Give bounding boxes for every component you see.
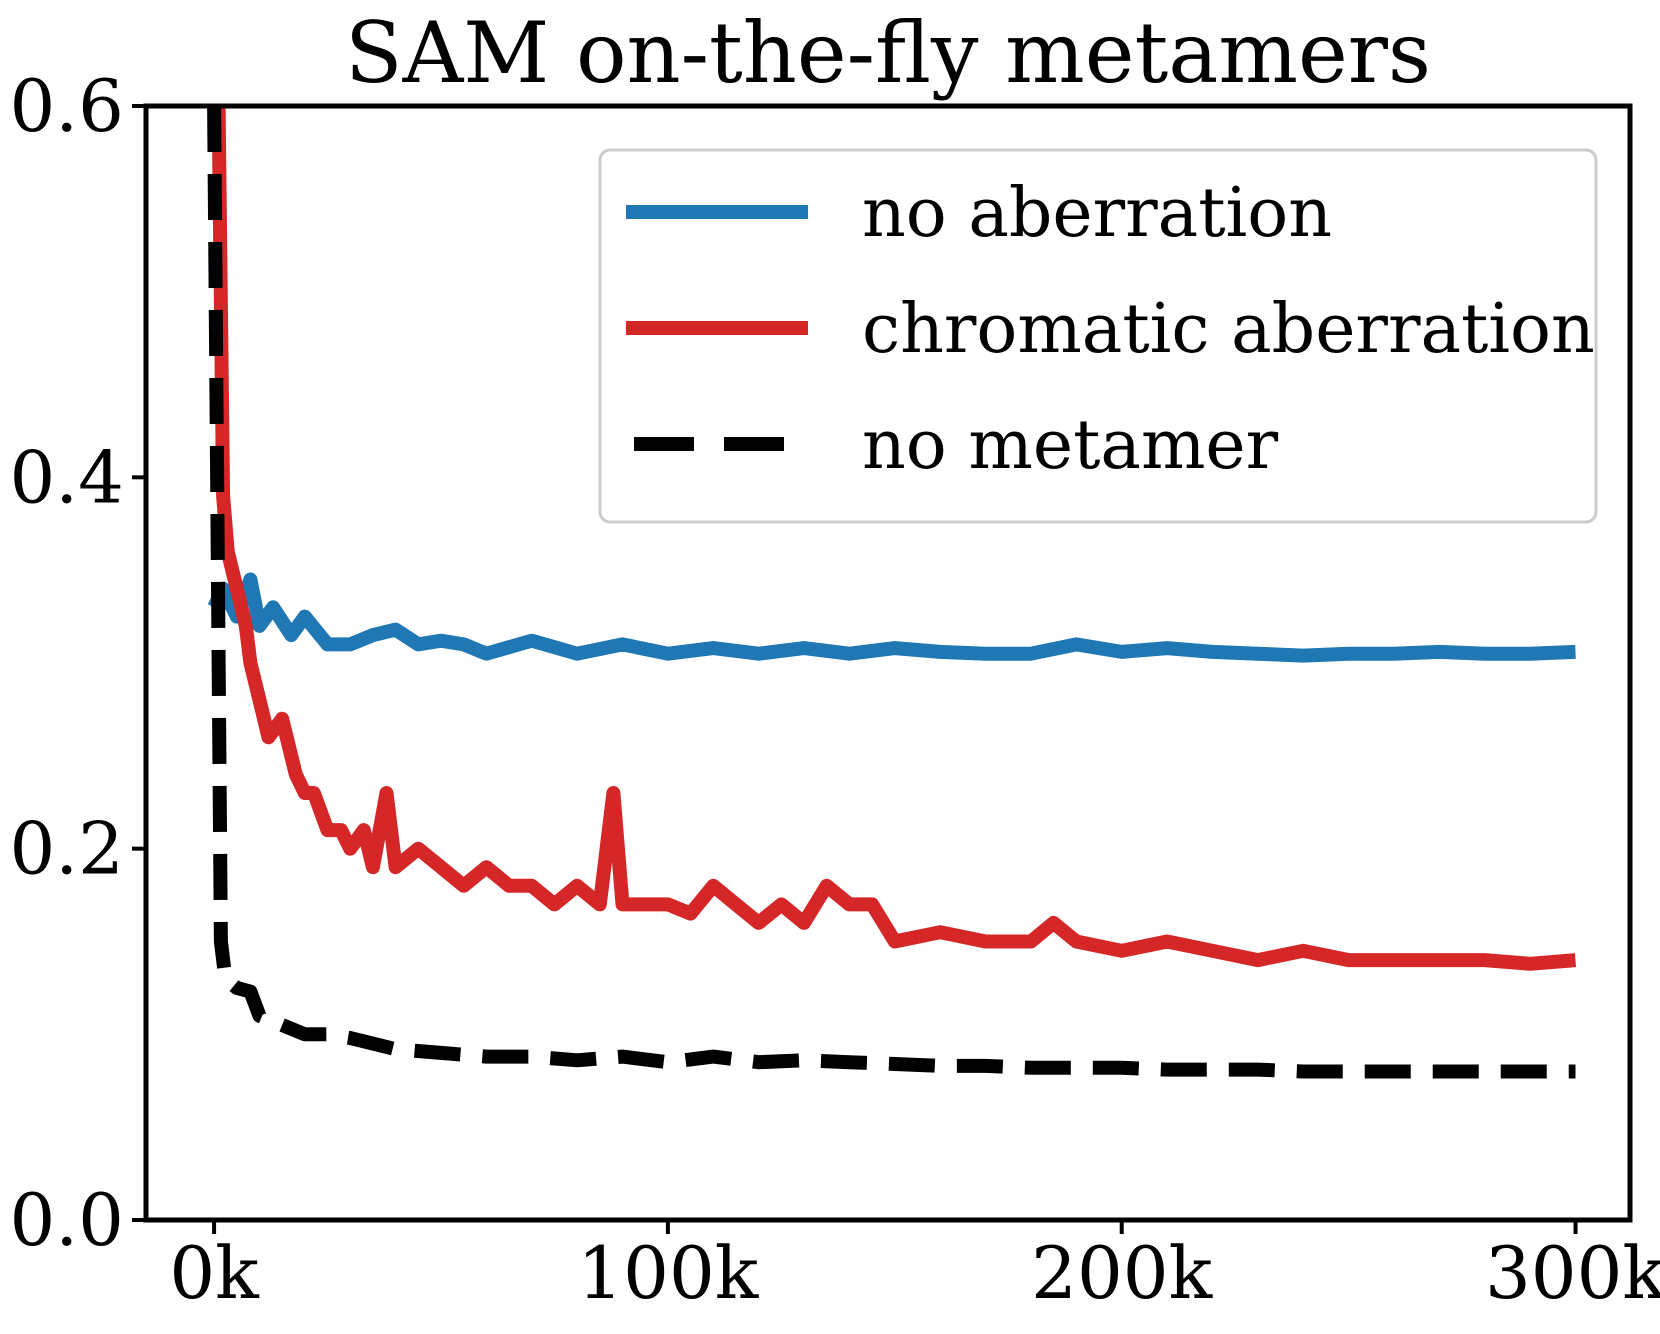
legend-label-1: chromatic aberration [862, 290, 1595, 369]
y-tick-label: 0.4 [9, 435, 124, 519]
x-tick-label: 300k [1485, 1231, 1660, 1315]
legend-label-0: no aberration [862, 174, 1332, 253]
x-tick-label: 100k [577, 1231, 759, 1315]
legend-box [598, 148, 1598, 524]
x-tick-label: 200k [1031, 1231, 1213, 1315]
axis-layer: 0k 100k 200k 300k 0.0 0.2 0.4 0.6 [9, 64, 1660, 1315]
y-tick-label: 0.2 [9, 807, 124, 891]
series-layer [207, 106, 1577, 1079]
series-line-1 [211, 106, 1577, 971]
legend-label-2: no metamer [862, 406, 1279, 485]
series-line-0 [207, 572, 1576, 663]
y-tick-label: 0.0 [9, 1178, 124, 1262]
chart-title: SAM on-the-fly metamers [345, 4, 1431, 102]
x-tick-label: 0k [169, 1231, 260, 1315]
plot-frame [143, 103, 1633, 1223]
y-tick-label: 0.6 [9, 64, 124, 148]
series-line-2 [207, 106, 1576, 1079]
legend: no aberration chromatic aberration no meta… [598, 148, 1598, 524]
